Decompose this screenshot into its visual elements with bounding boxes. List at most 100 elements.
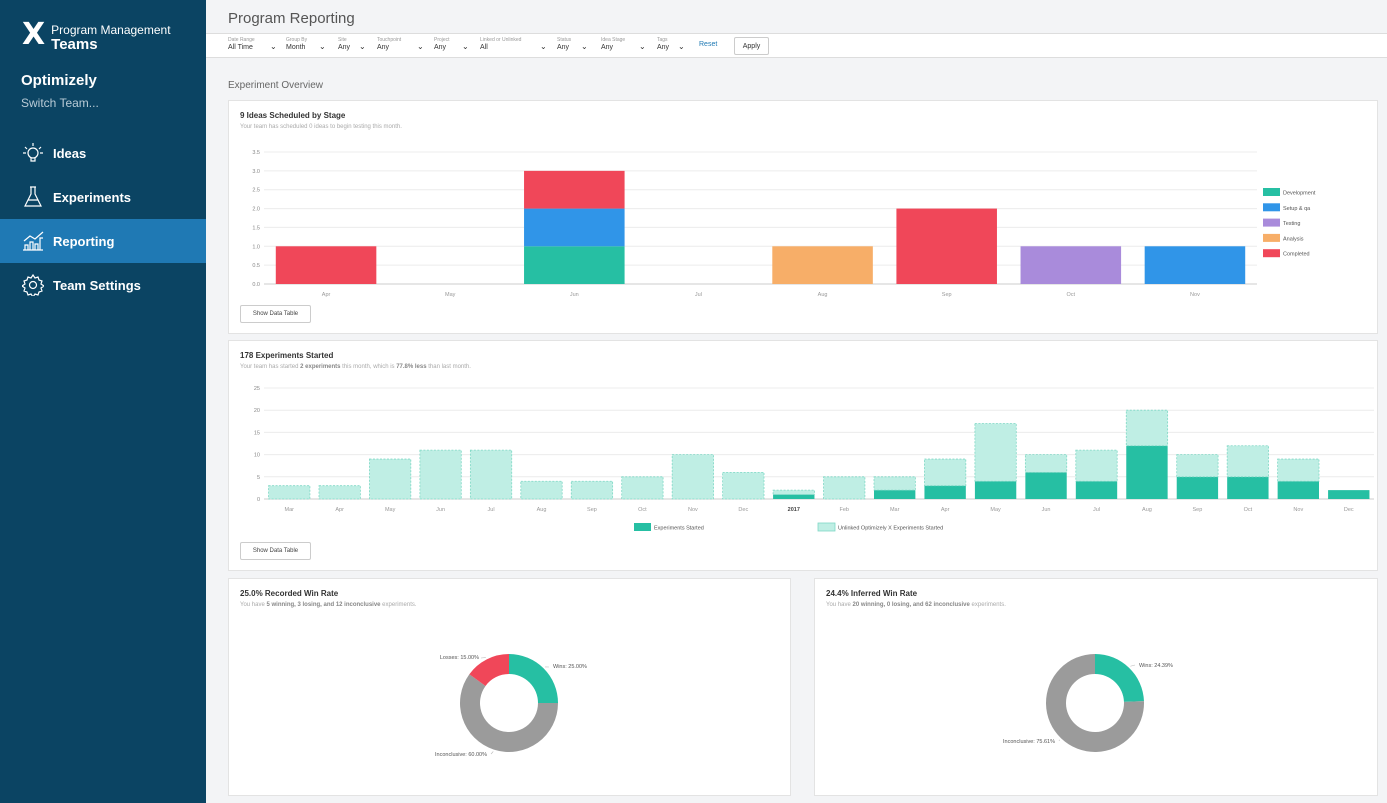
legend-label: Testing [1283, 221, 1300, 227]
filter-label: Site [338, 37, 347, 43]
x-tick-label: Mar [890, 507, 900, 513]
bar-segment [1144, 246, 1246, 284]
apply-button[interactable]: Apply [734, 37, 769, 55]
card-title: 24.4% Inferred Win Rate [826, 589, 918, 598]
slice-leader-line [1130, 664, 1136, 667]
sidebar-item-label: Reporting [53, 233, 115, 249]
legend-label: Experiments Started [654, 526, 704, 532]
reset-link[interactable]: Reset [699, 41, 718, 48]
card-subtitle: You have 5 winning, 3 losing, and 12 inc… [240, 602, 417, 608]
bar-segment [773, 494, 815, 499]
card-subtitle: You have 20 winning, 0 losing, and 62 in… [826, 602, 1006, 608]
card-subtitle: Your team has scheduled 0 ideas to begin… [240, 124, 402, 130]
sidebar-item-reporting[interactable]: Reporting [0, 219, 206, 263]
show-data-table-button[interactable]: Show Data Table [240, 305, 311, 323]
chevron-down-icon: ⌄ [417, 42, 424, 51]
sidebar-item-experiments[interactable]: Experiments [0, 175, 206, 219]
filter-label: Linked or Unlinked [480, 37, 522, 43]
x-tick-label: Aug [818, 292, 828, 298]
filter-label: Group By [286, 37, 308, 43]
filter-touchpoint[interactable]: Touchpoint Any ⌄ [377, 37, 424, 56]
experiments-started-chart: 0 5 10 15 20 25 Mar Apr May Jun Jul Aug Sep Oct Nov Dec… [254, 386, 1374, 532]
show-data-table-button[interactable]: Show Data Table [240, 542, 311, 560]
card-title: 9 Ideas Scheduled by Stage [240, 111, 346, 120]
y-tick-label: 20 [254, 408, 260, 414]
x-tick-label: Apr [322, 292, 331, 298]
x-tick-label: Nov [688, 507, 698, 513]
bar-segment [318, 485, 361, 500]
slice-leader-line [490, 751, 494, 755]
filter-linked[interactable]: Linked or Unlinked All ⌄ [480, 37, 547, 56]
x-tick-label: May [385, 507, 396, 513]
bar-segment [1277, 458, 1320, 482]
filter-value: All [480, 44, 488, 51]
filter-tags[interactable]: Tags Any ⌄ [657, 37, 685, 56]
bar-segment [524, 208, 625, 247]
x-tick-label: Jun [436, 507, 445, 513]
filter-project[interactable]: Project Any ⌄ [434, 37, 469, 56]
bar-segment [1024, 454, 1068, 473]
slice-label: Inconclusive: 75.61% [1003, 739, 1055, 745]
sidebar: X Program Management Teams Optimizely Sw… [0, 0, 206, 803]
filter-label: Status [557, 37, 572, 43]
x-tick-label: Dec [738, 507, 748, 513]
y-tick-label: 10 [254, 453, 260, 459]
sidebar-item-ideas[interactable]: Ideas [0, 131, 206, 175]
bar-segment [671, 454, 714, 500]
x-tick-label: Aug [537, 507, 547, 513]
switch-team-link[interactable]: Switch Team... [21, 96, 99, 110]
legend-swatch [1263, 249, 1280, 258]
filter-idea-stage[interactable]: Idea Stage Any ⌄ [601, 37, 646, 56]
card-title: 25.0% Recorded Win Rate [240, 589, 339, 598]
legend-label: Development [1283, 191, 1316, 197]
chevron-down-icon: ⌄ [639, 42, 646, 51]
filter-site[interactable]: Site Any ⌄ [338, 37, 366, 56]
x-tick-label: Apr [335, 507, 344, 513]
chevron-down-icon: ⌄ [540, 42, 547, 51]
bar-segment [1075, 449, 1118, 482]
page-title: Program Reporting [228, 10, 355, 27]
filter-status[interactable]: Status Any ⌄ [557, 37, 588, 56]
filter-label: Idea Stage [601, 37, 626, 43]
sidebar-item-label: Ideas [53, 145, 87, 161]
slice-label: Wins: 24.39% [1139, 663, 1173, 669]
bar-segment [924, 485, 966, 499]
filter-value: Any [338, 44, 351, 51]
x-tick-label: Nov [1293, 507, 1303, 513]
legend-label: Setup & qa [1283, 206, 1311, 212]
y-tick-label: 5 [257, 475, 260, 481]
filter-group-by[interactable]: Group By Month ⌄ [286, 37, 326, 56]
y-tick-label: 3.0 [252, 169, 260, 175]
filter-date-range[interactable]: Date Range All Time ⌄ [228, 37, 277, 56]
bar-segment [772, 489, 815, 495]
x-tick-label: Sep [587, 507, 597, 513]
slice-leader-line [1058, 739, 1060, 742]
legend-label: Analysis [1283, 236, 1304, 242]
bar-segment [268, 485, 311, 500]
filter-value: Any [557, 44, 570, 51]
chevron-down-icon: ⌄ [359, 42, 366, 51]
x-tick-label: Oct [638, 507, 647, 513]
chevron-down-icon: ⌄ [462, 42, 469, 51]
legend-swatch [1263, 203, 1280, 212]
y-tick-label: 3.5 [252, 150, 260, 156]
x-tick-label: Jul [1093, 507, 1100, 513]
brand-logo[interactable]: X Program Management Teams [22, 20, 171, 53]
brand-subtitle: Program Management [51, 23, 171, 37]
experiments-started-card: 178 Experiments Started Your team has st… [228, 340, 1378, 571]
chevron-down-icon: ⌄ [270, 42, 277, 51]
bar-segment [823, 476, 866, 500]
y-tick-label: 2.0 [252, 207, 260, 213]
main-content: Program Reporting Date Range All Time ⌄ … [206, 0, 1387, 803]
sidebar-item-team-settings[interactable]: Team Settings [0, 263, 206, 307]
chart-icon [22, 230, 44, 252]
bar-segment [1227, 476, 1269, 499]
bar-segment [896, 208, 997, 284]
section-title: Experiment Overview [228, 80, 324, 91]
recorded-win-rate-donut: Wins: 25.00% Inconclusive: 60.00% Losses: … [435, 654, 587, 758]
bar-segment [369, 458, 412, 500]
slice-label: Losses: 15.00% [440, 655, 479, 661]
card-title: 178 Experiments Started [240, 351, 334, 360]
team-name: Optimizely [21, 72, 97, 89]
y-tick-label: 0.0 [252, 282, 260, 288]
